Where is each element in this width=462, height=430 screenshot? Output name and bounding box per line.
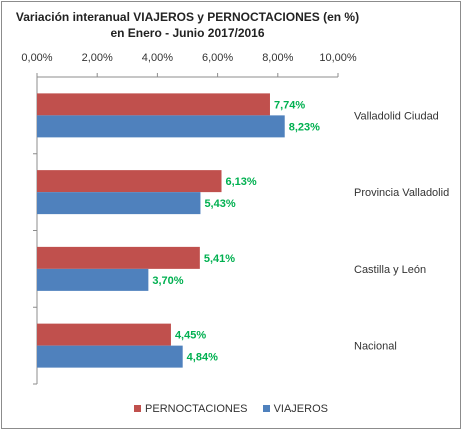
- data-label: 7,74%: [274, 99, 305, 111]
- legend-item-pernoctaciones: PERNOCTACIONES: [134, 403, 248, 415]
- chart-title-line2: en Enero - Junio 2017/2016: [110, 26, 265, 40]
- category-label: Valladolid Ciudad: [354, 110, 439, 122]
- legend-label-pernoctaciones: PERNOCTACIONES: [145, 403, 248, 415]
- x-tick-label: 0,00%: [21, 52, 52, 64]
- bar-viajeros: [37, 268, 149, 291]
- data-label: 4,84%: [187, 352, 218, 364]
- data-label: 5,43%: [204, 198, 235, 210]
- bar-pernoctaciones: [37, 323, 171, 346]
- x-tick-label: 2,00%: [82, 52, 113, 64]
- category-label: Castilla y León: [354, 264, 426, 276]
- category-label: Provincia Valladolid: [354, 187, 449, 199]
- x-tick-label: 4,00%: [142, 52, 173, 64]
- data-label: 6,13%: [226, 176, 257, 188]
- data-label: 4,45%: [175, 330, 206, 342]
- x-tick-label: 8,00%: [262, 52, 293, 64]
- legend-swatch-viajeros: [262, 404, 270, 412]
- bar-viajeros: [37, 192, 201, 215]
- x-tick-label: 6,00%: [202, 52, 233, 64]
- bar-viajeros: [37, 345, 183, 368]
- bar-viajeros: [37, 115, 285, 138]
- data-label: 5,41%: [204, 253, 235, 265]
- category-label: Nacional: [354, 341, 397, 353]
- data-label: 3,70%: [152, 275, 183, 287]
- legend-label-viajeros: VIAJEROS: [273, 403, 328, 415]
- chart-legend: PERNOCTACIONES VIAJEROS: [0, 403, 462, 415]
- bar-pernoctaciones: [37, 246, 200, 269]
- legend-swatch-pernoctaciones: [134, 404, 142, 412]
- x-tick-label: 10,00%: [319, 52, 357, 64]
- chart-title-line1: Variación interanual VIAJEROS y PERNOCTA…: [15, 10, 360, 24]
- bar-pernoctaciones: [37, 93, 270, 116]
- chart-title: Variación interanual VIAJEROS y PERNOCTA…: [0, 9, 375, 41]
- bar-pernoctaciones: [37, 170, 222, 193]
- legend-item-viajeros: VIAJEROS: [262, 403, 328, 415]
- data-label: 8,23%: [289, 121, 320, 133]
